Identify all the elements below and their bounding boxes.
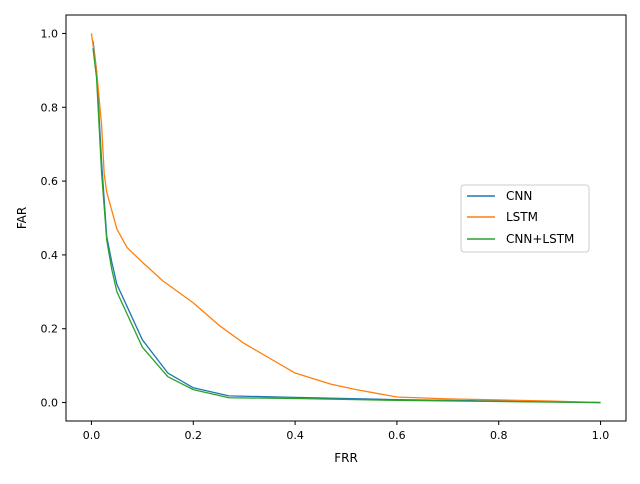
series-line-cnn-lstm <box>92 48 601 404</box>
x-tick-label: 0.2 <box>185 429 203 442</box>
y-tick-label: 0.8 <box>41 101 59 114</box>
legend: CNN LSTM CNN+LSTM <box>460 184 590 253</box>
series-line-cnn <box>92 40 601 404</box>
y-tick-label: 0.2 <box>41 323 59 336</box>
x-axis-ticks: 0.0 0.2 0.4 0.6 0.8 1.0 <box>83 421 610 442</box>
series-lines <box>90 33 601 404</box>
legend-label-cnn-lstm: CNN+LSTM <box>506 232 574 246</box>
plot-frame <box>65 14 627 422</box>
legend-label-cnn: CNN <box>506 189 532 203</box>
legend-label-lstm: LSTM <box>506 210 538 224</box>
legend-box <box>460 184 590 253</box>
y-tick-label: 0.0 <box>41 397 59 410</box>
x-tick-label: 0.4 <box>286 429 304 442</box>
y-axis-label: FAR <box>15 207 29 229</box>
y-axis-ticks: 0.0 0.2 0.4 0.6 0.8 1.0 <box>41 27 66 410</box>
x-axis-label: FRR <box>334 451 358 465</box>
x-tick-label: 0.8 <box>490 429 508 442</box>
x-tick-label: 0.6 <box>388 429 406 442</box>
y-tick-label: 0.4 <box>41 249 59 262</box>
x-tick-label: 0.0 <box>83 429 101 442</box>
y-tick-label: 0.6 <box>41 175 59 188</box>
series-line-lstm <box>90 33 601 404</box>
x-tick-label: 1.0 <box>592 429 610 442</box>
y-tick-label: 1.0 <box>41 27 59 40</box>
